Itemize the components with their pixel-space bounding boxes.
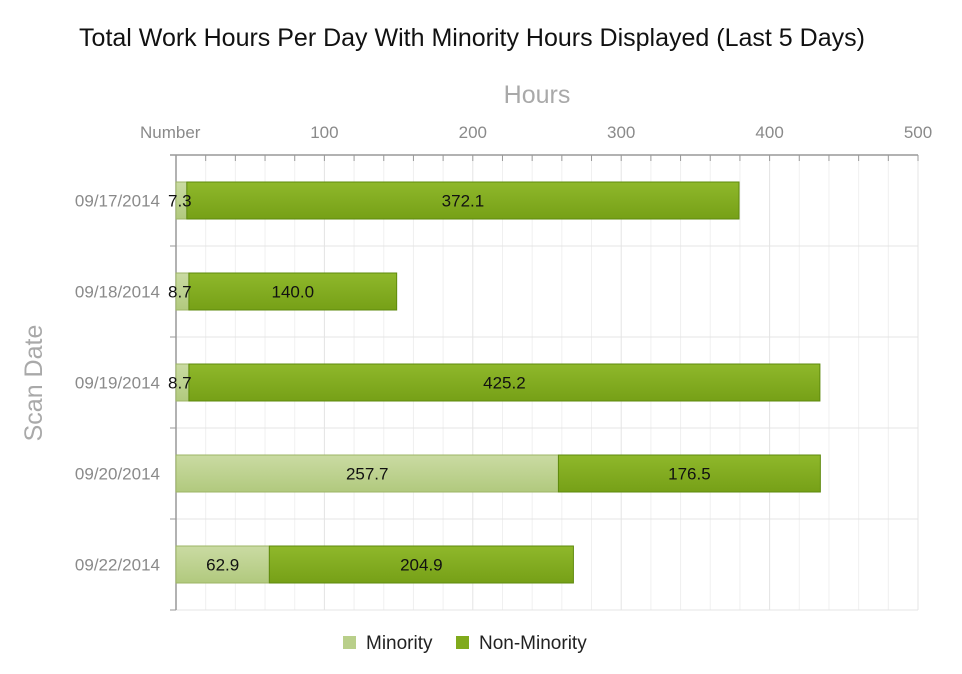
- bar-non-minority: [188, 272, 398, 311]
- data-label: 176.5: [668, 465, 711, 484]
- x-tick-label: 200: [459, 123, 487, 142]
- data-label: 62.9: [206, 556, 239, 575]
- data-label: 204.9: [400, 556, 443, 575]
- legend: Minority Non-Minority: [343, 633, 587, 654]
- x-tick-label: 400: [755, 123, 783, 142]
- data-label: 8.7: [168, 374, 192, 393]
- x-tick-label: 500: [904, 123, 932, 142]
- legend-swatch-non-minority: [456, 636, 469, 649]
- x-tick-label: 300: [607, 123, 635, 142]
- legend-swatch-minority: [343, 636, 356, 649]
- x-axis-ticks: Number 100 200 300 400 500: [140, 123, 932, 142]
- data-label: 425.2: [483, 374, 526, 393]
- legend-label-minority: Minority: [366, 633, 433, 654]
- data-label: 8.7: [168, 283, 192, 302]
- bars: [175, 181, 821, 584]
- data-label: 372.1: [442, 192, 485, 211]
- x-tick-label: Number: [140, 123, 201, 142]
- category-label: 09/17/2014: [75, 192, 160, 211]
- data-label: 257.7: [346, 465, 389, 484]
- y-axis-title: Scan Date: [20, 325, 48, 442]
- bar-non-minority: [186, 181, 740, 220]
- category-label: 09/18/2014: [75, 283, 160, 302]
- bar-non-minority: [188, 363, 821, 402]
- x-tick-label: 100: [310, 123, 338, 142]
- category-label: 09/19/2014: [75, 374, 160, 393]
- bar-non-minority: [268, 545, 574, 584]
- data-labels: 7.3 372.1 8.7 140.0 8.7 425.2 257.7 176.5 62.9 20…: [168, 192, 711, 575]
- category-label: 09/22/2014: [75, 556, 160, 575]
- chart-title: Total Work Hours Per Day With Minority H…: [79, 24, 865, 52]
- data-label: 7.3: [168, 192, 192, 211]
- y-axis-categories: 09/17/2014 09/18/2014 09/19/2014 09/20/2014…: [75, 192, 160, 575]
- x-axis-title: Hours: [504, 81, 571, 109]
- bar-minority: [175, 454, 559, 493]
- legend-label-non-minority: Non-Minority: [479, 633, 587, 654]
- data-label: 140.0: [272, 283, 315, 302]
- bar-minority: [175, 545, 270, 584]
- bar-non-minority: [557, 454, 821, 493]
- category-label: 09/20/2014: [75, 465, 160, 484]
